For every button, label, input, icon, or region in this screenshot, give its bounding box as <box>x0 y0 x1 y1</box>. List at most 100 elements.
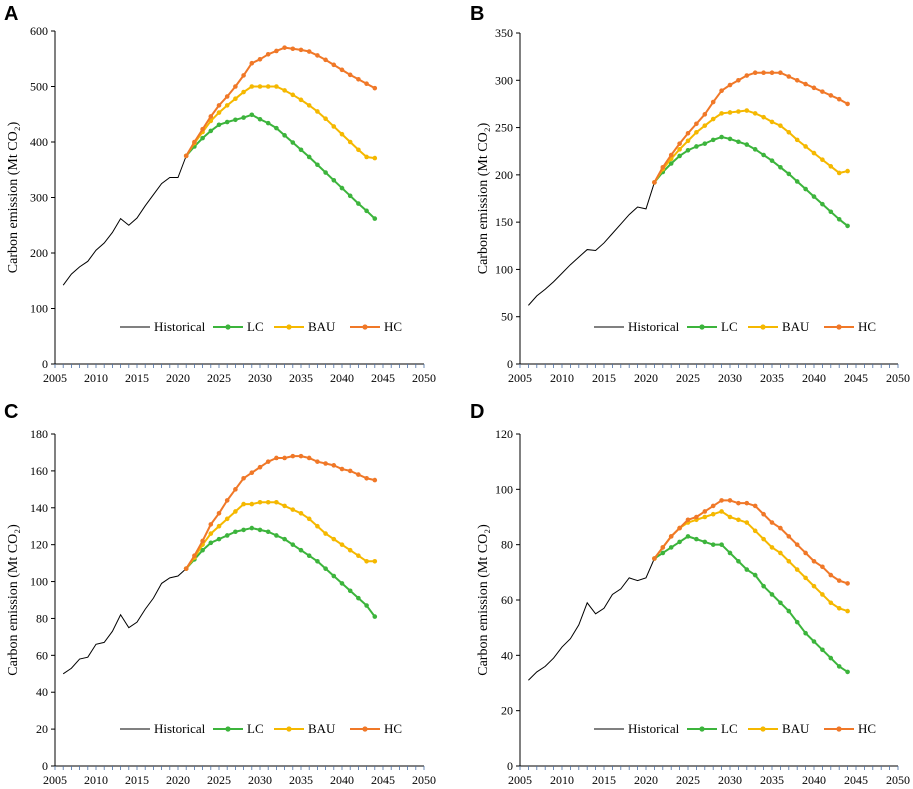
data-point-hc <box>652 556 657 561</box>
data-point-bau <box>364 154 369 160</box>
data-point-lc <box>233 117 238 123</box>
data-point-bau <box>794 137 800 143</box>
series-line-lc <box>653 136 849 227</box>
data-point-bau <box>241 501 246 507</box>
data-point-hc <box>828 572 834 578</box>
data-point-lc <box>257 527 263 533</box>
legend-marker-hc <box>362 726 368 732</box>
data-point-hc <box>323 57 328 63</box>
data-point-hc <box>233 84 238 89</box>
data-point-lc <box>811 639 817 644</box>
panel-letter: C <box>4 401 18 423</box>
y-tick-label: 20 <box>36 722 48 736</box>
data-point-bau <box>752 528 758 534</box>
data-point-lc <box>668 161 674 166</box>
x-tick-label: 2025 <box>207 773 231 787</box>
data-point-hc <box>306 49 312 54</box>
data-point-hc <box>216 103 222 108</box>
x-tick-label: 2005 <box>43 773 67 787</box>
data-point-bau <box>820 157 825 163</box>
x-tick-label: 2010 <box>550 773 574 787</box>
y-tick-label: 80 <box>36 611 48 625</box>
x-tick-label: 2035 <box>289 371 313 385</box>
data-point-lc <box>677 539 682 545</box>
data-point-lc <box>339 581 345 586</box>
chart-panel-a: A Carbon emission (Mt CO₂) 0 100 200 300 400 50… <box>4 3 436 385</box>
x-tick-label: 2050 <box>886 371 910 385</box>
data-point-bau <box>845 168 850 174</box>
data-point-hc <box>315 459 320 464</box>
data-point-lc <box>769 592 775 597</box>
data-point-hc <box>274 48 279 54</box>
y-tick-label: 100 <box>495 482 513 496</box>
data-point-hc <box>660 164 666 170</box>
x-tick-label: 2035 <box>760 371 784 385</box>
data-point-lc <box>736 139 741 145</box>
data-point-hc <box>786 534 792 539</box>
y-tick-label: 0 <box>42 759 48 773</box>
data-point-bau <box>339 131 345 137</box>
x-tick-label: 2015 <box>125 371 149 385</box>
data-point-hc <box>282 455 287 461</box>
x-tick-label: 2050 <box>886 773 910 787</box>
data-point-lc <box>208 540 214 546</box>
data-point-hc <box>290 46 296 52</box>
series-line-historical <box>62 155 187 286</box>
data-point-bau <box>828 600 834 606</box>
data-point-hc <box>694 121 699 127</box>
data-point-lc <box>769 158 775 163</box>
data-point-lc <box>752 147 758 152</box>
data-point-lc <box>719 542 724 547</box>
series-line-bau <box>653 510 848 613</box>
data-point-bau <box>241 89 246 95</box>
data-point-lc <box>233 529 238 535</box>
data-point-hc <box>727 498 733 503</box>
data-point-lc <box>828 655 834 661</box>
data-point-lc <box>372 614 378 619</box>
y-tick-label: 120 <box>30 538 48 552</box>
data-point-bau <box>752 111 758 116</box>
data-point-hc <box>331 463 337 468</box>
data-point-hc <box>257 464 263 470</box>
data-point-lc <box>290 140 296 145</box>
data-point-bau <box>803 575 808 581</box>
data-point-hc <box>208 114 214 119</box>
data-point-hc <box>719 498 724 503</box>
y-tick-label: 500 <box>30 80 48 94</box>
legend-label-historical: Historical <box>628 721 680 736</box>
data-point-bau <box>323 116 328 121</box>
data-point-lc <box>786 171 792 177</box>
data-point-bau <box>677 147 682 152</box>
data-point-bau <box>233 509 238 514</box>
data-point-hc <box>274 455 279 461</box>
x-tick-label: 2015 <box>592 371 616 385</box>
data-point-bau <box>315 523 320 529</box>
legend-marker-bau <box>286 726 292 732</box>
data-point-lc <box>752 572 758 578</box>
data-point-lc <box>347 193 353 199</box>
data-point-hc <box>192 553 197 559</box>
data-point-lc <box>356 201 361 206</box>
y-tick-label: 0 <box>507 357 513 371</box>
data-point-hc <box>820 564 825 570</box>
data-point-lc <box>306 553 312 559</box>
data-point-lc <box>761 152 766 158</box>
data-point-hc <box>820 89 825 94</box>
data-point-lc <box>668 545 674 550</box>
data-point-lc <box>306 154 312 160</box>
data-point-hc <box>677 141 682 146</box>
data-point-hc <box>694 514 699 520</box>
legend-marker-hc <box>362 324 368 330</box>
data-point-hc <box>778 70 783 76</box>
data-point-hc <box>224 94 230 99</box>
data-point-lc <box>347 588 353 594</box>
data-point-hc <box>282 45 287 50</box>
data-point-hc <box>265 459 271 464</box>
data-point-bau <box>685 138 691 144</box>
data-point-lc <box>702 539 708 545</box>
data-point-lc <box>216 536 222 542</box>
series-line-hc <box>653 71 849 183</box>
x-tick-label: 2015 <box>592 773 616 787</box>
data-point-bau <box>315 109 320 114</box>
